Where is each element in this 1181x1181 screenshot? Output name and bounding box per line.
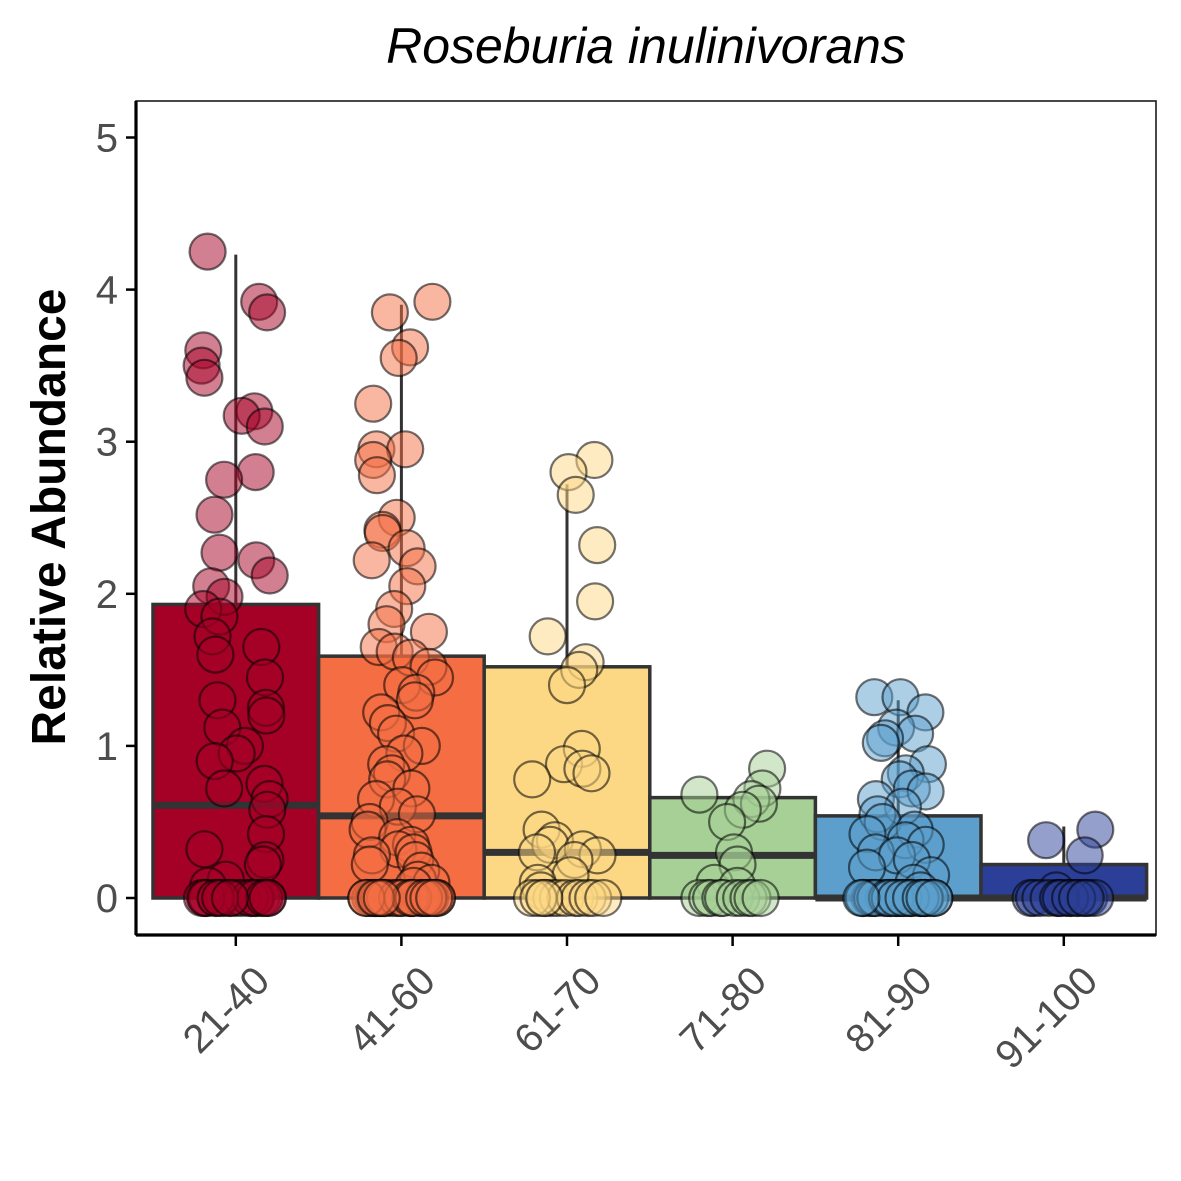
point-21-40 [243, 845, 282, 884]
box-layer [151, 254, 1149, 902]
point-21-40 [236, 453, 275, 492]
point-21-40 [205, 769, 244, 808]
axes-layer: 0 1 2 3 4 5 21-40 41-60 61-70 71-80 81-90 91-100 [96, 101, 1156, 1078]
point-41-60 [415, 878, 454, 918]
point-61-70 [575, 582, 615, 621]
y-tick-label-2: 2 [96, 573, 118, 617]
point-21-40 [205, 460, 244, 499]
x-tick-label-81-90: 81-90 [837, 958, 940, 1061]
point-41-60 [395, 681, 434, 720]
y-tick-label-5: 5 [96, 117, 118, 161]
y-tick-label-3: 3 [96, 421, 118, 465]
y-tick-label-1: 1 [96, 725, 118, 769]
point-21-40 [188, 232, 227, 271]
point-21-40 [247, 696, 286, 735]
point-41-60 [370, 293, 409, 332]
point-layer [182, 232, 1115, 918]
point-21-40 [248, 293, 287, 332]
point-21-40 [210, 878, 250, 918]
point-21-40 [185, 358, 224, 397]
point-61-70 [528, 617, 567, 656]
point-81-90 [842, 878, 881, 918]
point-61-70 [578, 525, 617, 565]
point-41-60 [362, 878, 401, 918]
point-61-70 [584, 878, 623, 918]
point-91-100 [1065, 836, 1104, 875]
point-81-90 [915, 878, 954, 918]
chart-title: Roseburia inulinivorans [386, 18, 906, 74]
point-21-40 [196, 635, 235, 674]
point-41-60 [379, 338, 418, 378]
point-61-70 [525, 878, 564, 918]
point-21-40 [195, 495, 234, 534]
x-tick-label-41-60: 41-60 [340, 958, 443, 1061]
point-61-70 [572, 754, 611, 793]
x-tick-label-21-40: 21-40 [175, 958, 278, 1061]
point-41-60 [413, 282, 452, 321]
point-21-40 [185, 830, 224, 869]
point-21-40 [250, 556, 289, 595]
point-21-40 [248, 878, 287, 918]
point-41-60 [354, 384, 393, 423]
point-21-40 [245, 407, 284, 446]
x-tick-label-91-100: 91-100 [987, 958, 1106, 1077]
x-tick-label-61-70: 61-70 [506, 958, 609, 1061]
y-tick-label-4: 4 [96, 269, 118, 313]
point-41-60 [357, 456, 396, 495]
point-71-80 [741, 878, 780, 918]
point-41-60 [352, 541, 391, 580]
point-71-80 [680, 775, 719, 814]
y-axis-label: Relative Abundance [23, 288, 76, 745]
point-91-100 [1066, 878, 1105, 918]
point-91-100 [1026, 821, 1066, 860]
point-21-40 [200, 533, 239, 572]
point-61-70 [547, 665, 587, 705]
point-61-70 [556, 475, 595, 514]
point-81-90 [861, 723, 900, 763]
y-tick-label-0: 0 [96, 877, 118, 921]
point-41-60 [386, 430, 425, 469]
x-tick-label-71-80: 71-80 [672, 958, 775, 1061]
point-61-70 [513, 760, 552, 799]
point-41-60 [350, 845, 389, 884]
